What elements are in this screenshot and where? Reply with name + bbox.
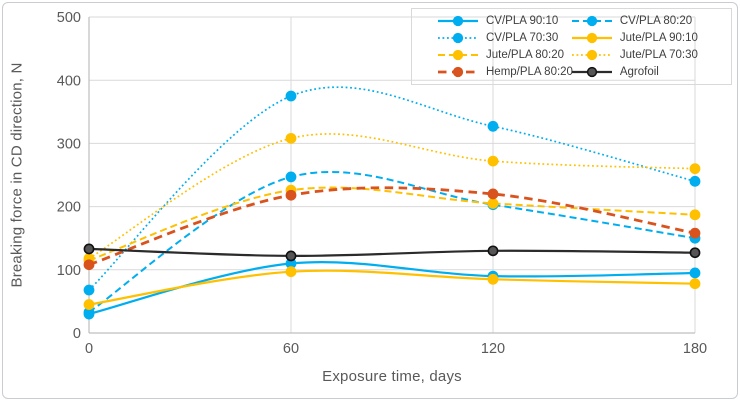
legend-sample-agrofoil — [571, 66, 612, 77]
legend-sample-jute-pla-80-20 — [438, 49, 478, 61]
x-tick-label-0: 0 — [85, 341, 93, 357]
y-tick-label-200: 200 — [57, 200, 81, 216]
series-line-hemp-pla-80-20 — [88, 186, 696, 267]
marker-jute-pla-90-10-day0 — [83, 299, 95, 310]
marker-jute-pla-70-30-day180 — [689, 163, 701, 175]
legend-item-cv-pla-70-30: CV/PLA 70:30 — [438, 31, 572, 46]
legend-sample-cv-pla-80-20 — [571, 16, 612, 27]
x-tick-label-180: 180 — [683, 341, 707, 357]
legend-label-agrofoil: Agrofoil — [619, 65, 659, 78]
legend-sample-jute-pla-90-10 — [571, 32, 612, 44]
marker-hemp-pla-80-20-day0 — [83, 259, 95, 271]
legend-item-cv-pla-80-20: CV/PLA 80:20 — [571, 14, 729, 29]
y-tick-label-400: 400 — [57, 73, 81, 89]
legend-sample-cv-pla-70-30 — [438, 32, 478, 44]
x-axis-title: Exposure time, days — [322, 368, 462, 385]
legend-label-cv-pla-90-10: CV/PLA 90:10 — [486, 15, 559, 28]
legend-item-cv-pla-90-10: CV/PLA 90:10 — [438, 14, 572, 29]
marker-jute-pla-70-30-day60 — [285, 132, 297, 144]
legend-label-jute-pla-90-10: Jute/PLA 90:10 — [619, 32, 698, 45]
y-tick-label-100: 100 — [57, 263, 81, 279]
marker-agrofoil-day120 — [487, 245, 499, 257]
series-line-cv-pla-80-20 — [88, 170, 696, 313]
x-tick-label-60: 60 — [283, 341, 299, 357]
legend-label-jute-pla-80-20: Jute/PLA 80:20 — [486, 48, 565, 61]
marker-jute-pla-80-20-day120 — [487, 198, 499, 209]
marker-jute-pla-90-10-day60 — [285, 266, 297, 278]
marker-hemp-pla-80-20-day60 — [285, 189, 297, 201]
y-tick-label-300: 300 — [57, 136, 81, 152]
series-line-jute-pla-80-20 — [88, 186, 696, 262]
marker-cv-pla-90-10-day180 — [689, 267, 701, 279]
legend-sample-cv-pla-90-10 — [438, 16, 478, 27]
marker-jute-pla-70-30-day120 — [487, 155, 499, 167]
legend-item-hemp-pla-80-20: Hemp/PLA 80:20 — [438, 64, 573, 79]
legend-item-jute-pla-90-10: Jute/PLA 90:10 — [571, 31, 729, 46]
series-line-jute-pla-90-10 — [88, 269, 696, 306]
marker-cv-pla-70-30-day180 — [689, 175, 701, 187]
marker-cv-pla-70-30-day60 — [285, 90, 297, 102]
marker-hemp-pla-80-20-day120 — [487, 188, 499, 200]
legend-sample-jute-pla-70-30 — [571, 49, 612, 61]
marker-agrofoil-day180 — [689, 247, 701, 259]
marker-jute-pla-90-10-day120 — [487, 273, 499, 285]
marker-jute-pla-90-10-day180 — [689, 278, 701, 290]
marker-cv-pla-80-20-day60 — [285, 171, 297, 183]
y-tick-label-500: 500 — [57, 10, 81, 26]
x-tick-label-120: 120 — [481, 341, 505, 357]
y-axis-title: Breaking force in CD direction, N — [8, 62, 26, 288]
marker-hemp-pla-80-20-day180 — [689, 227, 701, 239]
legend-label-hemp-pla-80-20: Hemp/PLA 80:20 — [486, 65, 573, 78]
legend: CV/PLA 90:10 CV/PLA 80:20 CV/PLA 70:30 Jute… — [411, 8, 732, 85]
marker-cv-pla-70-30-day0 — [83, 284, 95, 296]
legend-label-cv-pla-70-30: CV/PLA 70:30 — [486, 32, 559, 45]
legend-label-cv-pla-80-20: CV/PLA 80:20 — [619, 15, 693, 28]
legend-item-jute-pla-70-30: Jute/PLA 70:30 — [571, 47, 729, 62]
y-tick-label-0: 0 — [73, 326, 81, 342]
legend-label-jute-pla-70-30: Jute/PLA 70:30 — [619, 48, 698, 61]
legend-sample-hemp-pla-80-20 — [438, 66, 478, 77]
marker-cv-pla-70-30-day120 — [487, 120, 499, 132]
legend-item-agrofoil: Agrofoil — [571, 64, 729, 79]
series-line-agrofoil — [88, 247, 696, 258]
marker-agrofoil-day0 — [83, 243, 95, 255]
marker-jute-pla-80-20-day180 — [689, 209, 701, 221]
marker-agrofoil-day60 — [285, 250, 297, 262]
legend-item-jute-pla-80-20: Jute/PLA 80:20 — [438, 47, 572, 62]
